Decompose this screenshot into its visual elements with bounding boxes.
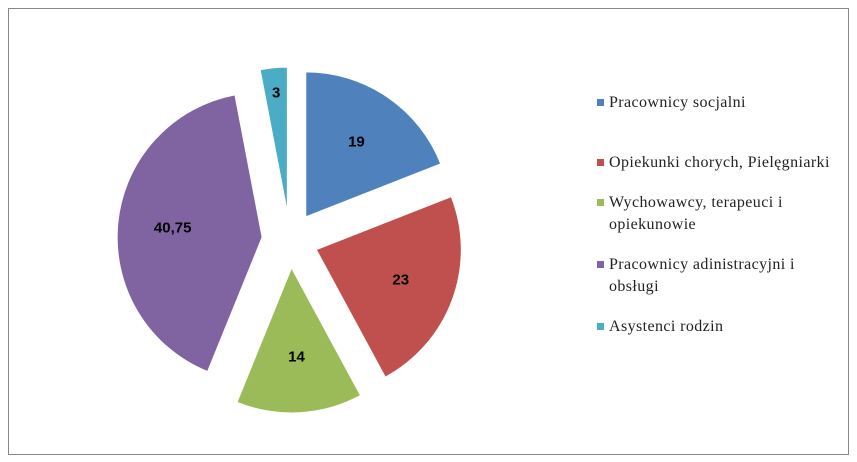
legend-label: Asystenci rodzin (609, 318, 724, 335)
pie-slice (236, 266, 362, 414)
data-label: 3 (272, 85, 280, 102)
pie-slice (259, 66, 288, 213)
legend-label: Opiekunki chorych, Pielęgniarki (609, 154, 830, 171)
pie-slice (305, 71, 442, 218)
pie-slice (116, 94, 263, 373)
legend-item: Wychowawcy, terapeuci i opiekunowie (597, 192, 847, 236)
legend-item: Pracownicy socjalni (597, 92, 847, 114)
data-label: 40,75 (154, 219, 192, 236)
data-label: 14 (288, 349, 305, 366)
legend-swatch (597, 323, 604, 330)
data-label: 23 (392, 271, 409, 288)
legend-label: Pracownicy adinistracyjni i obsługi (609, 256, 795, 295)
legend-swatch (597, 99, 604, 106)
legend: Pracownicy socjalni Opiekunki chorych, Pi… (597, 92, 847, 338)
legend-item: Opiekunki chorych, Pielęgniarki (597, 152, 847, 174)
data-label: 19 (348, 134, 365, 151)
chart-border (8, 8, 849, 455)
pie-slice (315, 195, 462, 378)
legend-swatch (597, 261, 604, 268)
legend-label: Wychowawcy, terapeuci i opiekunowie (609, 194, 783, 233)
legend-label: Pracownicy socjalni (609, 94, 746, 111)
legend-swatch (597, 159, 604, 166)
legend-item: Asystenci rodzin (597, 316, 847, 338)
legend-swatch (597, 199, 604, 206)
legend-item: Pracownicy adinistracyjni i obsługi (597, 254, 847, 298)
